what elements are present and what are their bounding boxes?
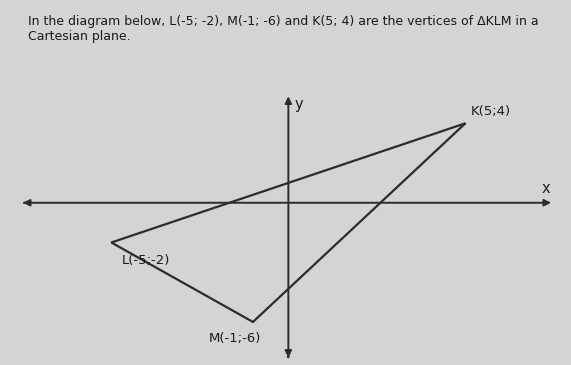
Text: K(5;4): K(5;4) (471, 105, 511, 118)
Text: In the diagram below, L(-5; -2), M(-1; -6) and K(5; 4) are the vertices of ΔKLM : In the diagram below, L(-5; -2), M(-1; -… (28, 15, 539, 43)
Text: M(-1;-6): M(-1;-6) (209, 332, 262, 345)
Text: L(-5;-2): L(-5;-2) (122, 254, 170, 268)
Text: x: x (542, 181, 550, 196)
Text: y: y (295, 97, 303, 112)
